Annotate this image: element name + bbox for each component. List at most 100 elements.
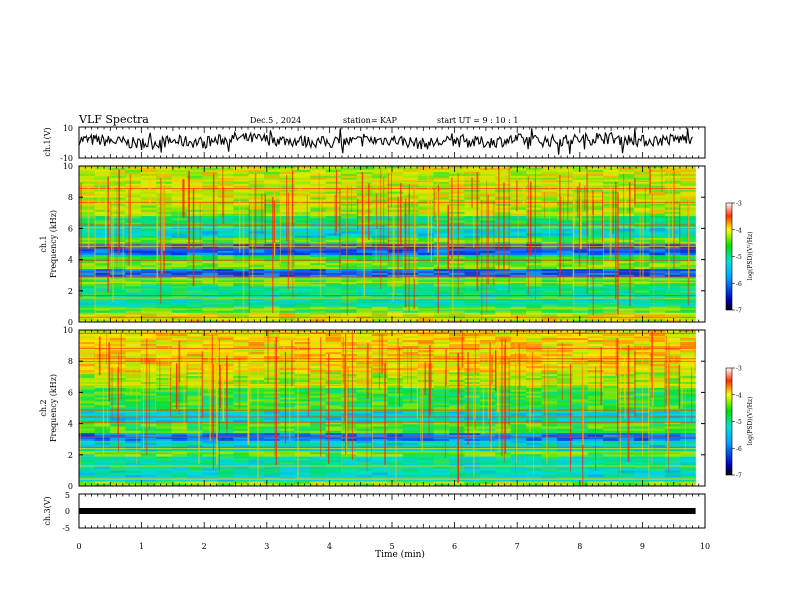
spectral-cell: [79, 472, 95, 476]
spectral-cell: [449, 168, 465, 171]
spectral-cell: [556, 442, 573, 446]
spectral-cell: [433, 433, 450, 436]
ch1-waveform-line: [78, 128, 693, 155]
spectral-cell: [402, 211, 419, 215]
spectral-cell: [433, 191, 450, 194]
spectral-cell: [248, 195, 265, 198]
spectral-cell: [140, 286, 157, 289]
spectral-cell: [587, 199, 604, 202]
spectral-cell: [217, 166, 234, 169]
spectral-cell: [294, 397, 311, 400]
spectral-cell: [125, 189, 142, 192]
spectral-cell: [94, 300, 111, 303]
spectral-cell: [572, 440, 589, 444]
spectral-cell: [449, 193, 465, 196]
spectral-cell: [603, 181, 619, 185]
spectral-cell: [541, 269, 558, 272]
spectral-cell: [587, 169, 604, 173]
spectral-cell: [140, 387, 157, 390]
spectral-cell: [449, 395, 465, 398]
spectral-cell: [294, 276, 311, 279]
spectral-cell: [526, 434, 542, 438]
spectral-cell: [556, 272, 573, 276]
spectral-cell: [526, 442, 542, 446]
spectral-cell: [125, 177, 142, 181]
spectral-cell: [541, 308, 558, 311]
spectral-cell: [510, 387, 527, 390]
spectral-cell: [526, 318, 542, 321]
spectral-cell: [418, 320, 434, 323]
spectral-cell: [572, 430, 589, 434]
spectral-cell: [526, 298, 542, 302]
spectral-cell: [217, 464, 234, 467]
spectral-cell: [171, 300, 188, 303]
spectral-cell: [618, 304, 635, 307]
spectral-cell: [140, 442, 157, 446]
spectral-cell: [556, 393, 573, 396]
spectral-cell: [664, 302, 681, 305]
spectral-cell: [294, 231, 311, 234]
spectral-cell: [248, 168, 265, 171]
spectral-cell: [387, 451, 404, 455]
spectral-cell: [479, 314, 496, 317]
spectral-cell: [310, 181, 327, 185]
spectral-cell: [171, 197, 188, 200]
spectral-cell: [310, 168, 327, 171]
spectral-cell: [526, 290, 542, 293]
sferic-streak: [111, 167, 112, 270]
spectral-cell: [140, 272, 157, 276]
spectral-cell: [649, 411, 666, 414]
spectral-cell: [510, 318, 527, 321]
spectral-cell: [433, 472, 450, 476]
spectral-cell: [510, 239, 527, 243]
spectral-cell: [356, 391, 373, 394]
spectral-cell: [495, 263, 512, 266]
spectral-cell: [233, 306, 250, 309]
spectral-cell: [464, 389, 481, 392]
spectral-cell: [387, 320, 404, 323]
spectral-cell: [618, 235, 635, 239]
spectral-cell: [171, 207, 188, 210]
spectral-cell: [479, 481, 496, 484]
spectral-cell: [479, 387, 496, 390]
spectral-cell: [125, 168, 142, 171]
spectral-cell: [649, 387, 666, 390]
spectral-cell: [125, 173, 142, 177]
spectral-cell: [402, 454, 419, 457]
spectral-cell: [664, 417, 681, 421]
spectral-cell: [479, 483, 496, 487]
spectral-cell: [186, 257, 203, 260]
spectral-cell: [341, 197, 357, 200]
spectral-cell: [633, 481, 650, 484]
spectral-cell: [94, 417, 111, 421]
spectral-cell: [156, 175, 172, 179]
spectral-cell: [264, 451, 280, 455]
spectral-cell: [79, 248, 95, 251]
spectral-cell: [510, 261, 527, 264]
spectral-cell: [325, 189, 342, 192]
sferic-streak: [527, 176, 530, 295]
spectral-cell: [356, 454, 373, 457]
spectral-cell: [649, 233, 666, 236]
spectral-cell: [418, 263, 434, 266]
spectral-cell: [325, 241, 342, 245]
spectral-cell: [649, 218, 666, 221]
spectral-cell: [603, 261, 619, 264]
spectral-cell: [264, 263, 280, 266]
spectral-cell: [294, 261, 311, 264]
spectral-cell: [202, 440, 219, 444]
spectral-cell: [618, 294, 635, 298]
spectral-cell: [233, 419, 250, 423]
spectral-cell: [233, 310, 250, 313]
sferic-streak: [94, 204, 96, 322]
spectral-cell: [510, 276, 527, 279]
spectral-cell: [464, 168, 481, 171]
sferic-streak: [160, 178, 162, 304]
spectral-cell: [341, 393, 357, 396]
spectral-cell: [402, 430, 419, 434]
spectral-cell: [418, 237, 434, 241]
spectral-cell: [680, 479, 697, 482]
spectral-cell: [140, 419, 157, 423]
spectral-cell: [510, 278, 527, 281]
spectral-cell: [171, 464, 188, 467]
